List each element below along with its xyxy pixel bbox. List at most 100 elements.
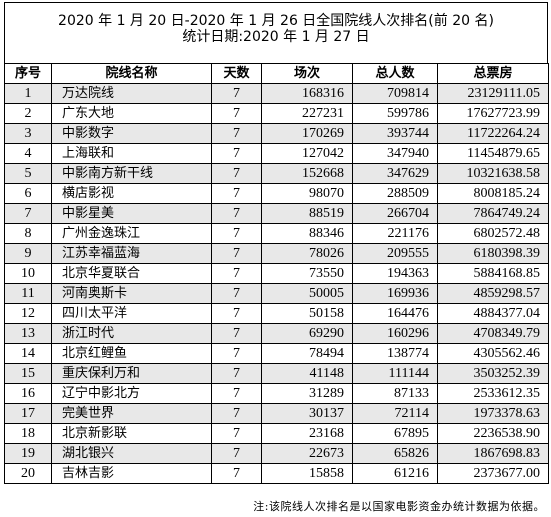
cell-box-office: 3503252.39 <box>437 363 549 384</box>
table-row: 12 四川太平洋 7 50158 164476 4884377.04 <box>4 303 549 324</box>
cell-screenings: 50158 <box>261 303 353 324</box>
cell-name: 辽宁中影北方 <box>51 383 212 404</box>
cell-attendance: 138774 <box>352 343 438 364</box>
cell-index: 10 <box>4 263 52 284</box>
cell-days: 7 <box>211 203 262 224</box>
cell-attendance: 87133 <box>352 383 438 404</box>
cell-days: 7 <box>211 103 262 124</box>
cell-days: 7 <box>211 123 262 144</box>
cell-name: 河南奥斯卡 <box>51 283 212 304</box>
cell-index: 12 <box>4 303 52 324</box>
header-attendance: 总人数 <box>352 63 438 84</box>
table-row: 19 湖北银兴 7 22673 65826 1867698.83 <box>4 443 549 464</box>
cell-attendance: 164476 <box>352 303 438 324</box>
table-row: 14 北京红鲤鱼 7 78494 138774 4305562.46 <box>4 343 549 364</box>
report-date: 统计日期:2020 年 1 月 27 日 <box>182 29 370 45</box>
cell-box-office: 23129111.05 <box>437 83 549 104</box>
cell-screenings: 31289 <box>261 383 353 404</box>
cell-name: 四川太平洋 <box>51 303 212 324</box>
cell-index: 2 <box>4 103 52 124</box>
cell-name: 横店影视 <box>51 183 212 204</box>
cell-name: 万达院线 <box>51 83 212 104</box>
cell-screenings: 98070 <box>261 183 353 204</box>
table-row: 8 广州金逸珠江 7 88346 221176 6802572.48 <box>4 223 549 244</box>
cell-days: 7 <box>211 263 262 284</box>
cell-box-office: 6802572.48 <box>437 223 549 244</box>
cell-days: 7 <box>211 403 262 424</box>
cell-box-office: 7864749.24 <box>437 203 549 224</box>
cell-attendance: 709814 <box>352 83 438 104</box>
cell-days: 7 <box>211 343 262 364</box>
cell-attendance: 65826 <box>352 443 438 464</box>
cell-index: 4 <box>4 143 52 164</box>
cell-screenings: 78026 <box>261 243 353 264</box>
cell-index: 6 <box>4 183 52 204</box>
report-title: 2020 年 1 月 20 日-2020 年 1 月 26 日全国院线人次排名(… <box>58 13 494 29</box>
cell-screenings: 15858 <box>261 463 353 484</box>
cell-screenings: 227231 <box>261 103 353 124</box>
cell-index: 19 <box>4 443 52 464</box>
footnote: 注:该院线人次排名是以国家电影资金办统计数据为依据。 <box>253 500 545 513</box>
cell-box-office: 11454879.65 <box>437 143 549 164</box>
cell-attendance: 288509 <box>352 183 438 204</box>
cell-screenings: 88519 <box>261 203 353 224</box>
cell-screenings: 168316 <box>261 83 353 104</box>
cell-box-office: 17627723.99 <box>437 103 549 124</box>
cell-name: 中影南方新干线 <box>51 163 212 184</box>
cell-box-office: 2533612.35 <box>437 383 549 404</box>
cell-name: 湖北银兴 <box>51 443 212 464</box>
cell-box-office: 4708349.79 <box>437 323 549 344</box>
table-row: 6 横店影视 7 98070 288509 8008185.24 <box>4 183 549 204</box>
table-header-row: 序号 院线名称 天数 场次 总人数 总票房 <box>4 63 549 84</box>
cell-days: 7 <box>211 183 262 204</box>
cell-box-office: 5884168.85 <box>437 263 549 284</box>
cell-index: 9 <box>4 243 52 264</box>
cell-screenings: 127042 <box>261 143 353 164</box>
title-box: 2020 年 1 月 20 日-2020 年 1 月 26 日全国院线人次排名(… <box>4 2 548 63</box>
cell-screenings: 50005 <box>261 283 353 304</box>
cell-attendance: 221176 <box>352 223 438 244</box>
cell-index: 17 <box>4 403 52 424</box>
cell-index: 20 <box>4 463 52 484</box>
cell-index: 16 <box>4 383 52 404</box>
table-row: 7 中影星美 7 88519 266704 7864749.24 <box>4 203 549 224</box>
header-screenings: 场次 <box>261 63 353 84</box>
header-name: 院线名称 <box>51 63 212 84</box>
cell-name: 浙江时代 <box>51 323 212 344</box>
cell-attendance: 72114 <box>352 403 438 424</box>
cell-name: 中影星美 <box>51 203 212 224</box>
cell-attendance: 599786 <box>352 103 438 124</box>
cell-index: 11 <box>4 283 52 304</box>
cell-index: 18 <box>4 423 52 444</box>
cell-index: 14 <box>4 343 52 364</box>
cell-screenings: 69290 <box>261 323 353 344</box>
cell-days: 7 <box>211 163 262 184</box>
cell-box-office: 4305562.46 <box>437 343 549 364</box>
cell-attendance: 61216 <box>352 463 438 484</box>
cell-attendance: 194363 <box>352 263 438 284</box>
cell-index: 3 <box>4 123 52 144</box>
cell-attendance: 209555 <box>352 243 438 264</box>
table-row: 20 吉林吉影 7 15858 61216 2373677.00 <box>4 463 549 484</box>
cell-screenings: 30137 <box>261 403 353 424</box>
cell-index: 5 <box>4 163 52 184</box>
table-row: 10 北京华夏联合 7 73550 194363 5884168.85 <box>4 263 549 284</box>
cell-box-office: 2373677.00 <box>437 463 549 484</box>
cell-name: 北京新影联 <box>51 423 212 444</box>
table-row: 15 重庆保利万和 7 41148 111144 3503252.39 <box>4 363 549 384</box>
cell-days: 7 <box>211 323 262 344</box>
cell-days: 7 <box>211 283 262 304</box>
cell-name: 完美世界 <box>51 403 212 424</box>
cell-attendance: 169936 <box>352 283 438 304</box>
table-row: 2 广东大地 7 227231 599786 17627723.99 <box>4 103 549 124</box>
cell-name: 广东大地 <box>51 103 212 124</box>
table-row: 4 上海联和 7 127042 347940 11454879.65 <box>4 143 549 164</box>
cell-days: 7 <box>211 143 262 164</box>
table-row: 3 中影数字 7 170269 393744 11722264.24 <box>4 123 549 144</box>
cell-screenings: 41148 <box>261 363 353 384</box>
cell-box-office: 2236538.90 <box>437 423 549 444</box>
cell-days: 7 <box>211 83 262 104</box>
ranking-sheet: 2020 年 1 月 20 日-2020 年 1 月 26 日全国院线人次排名(… <box>4 2 549 513</box>
cell-name: 江苏幸福蓝海 <box>51 243 212 264</box>
cell-attendance: 67895 <box>352 423 438 444</box>
